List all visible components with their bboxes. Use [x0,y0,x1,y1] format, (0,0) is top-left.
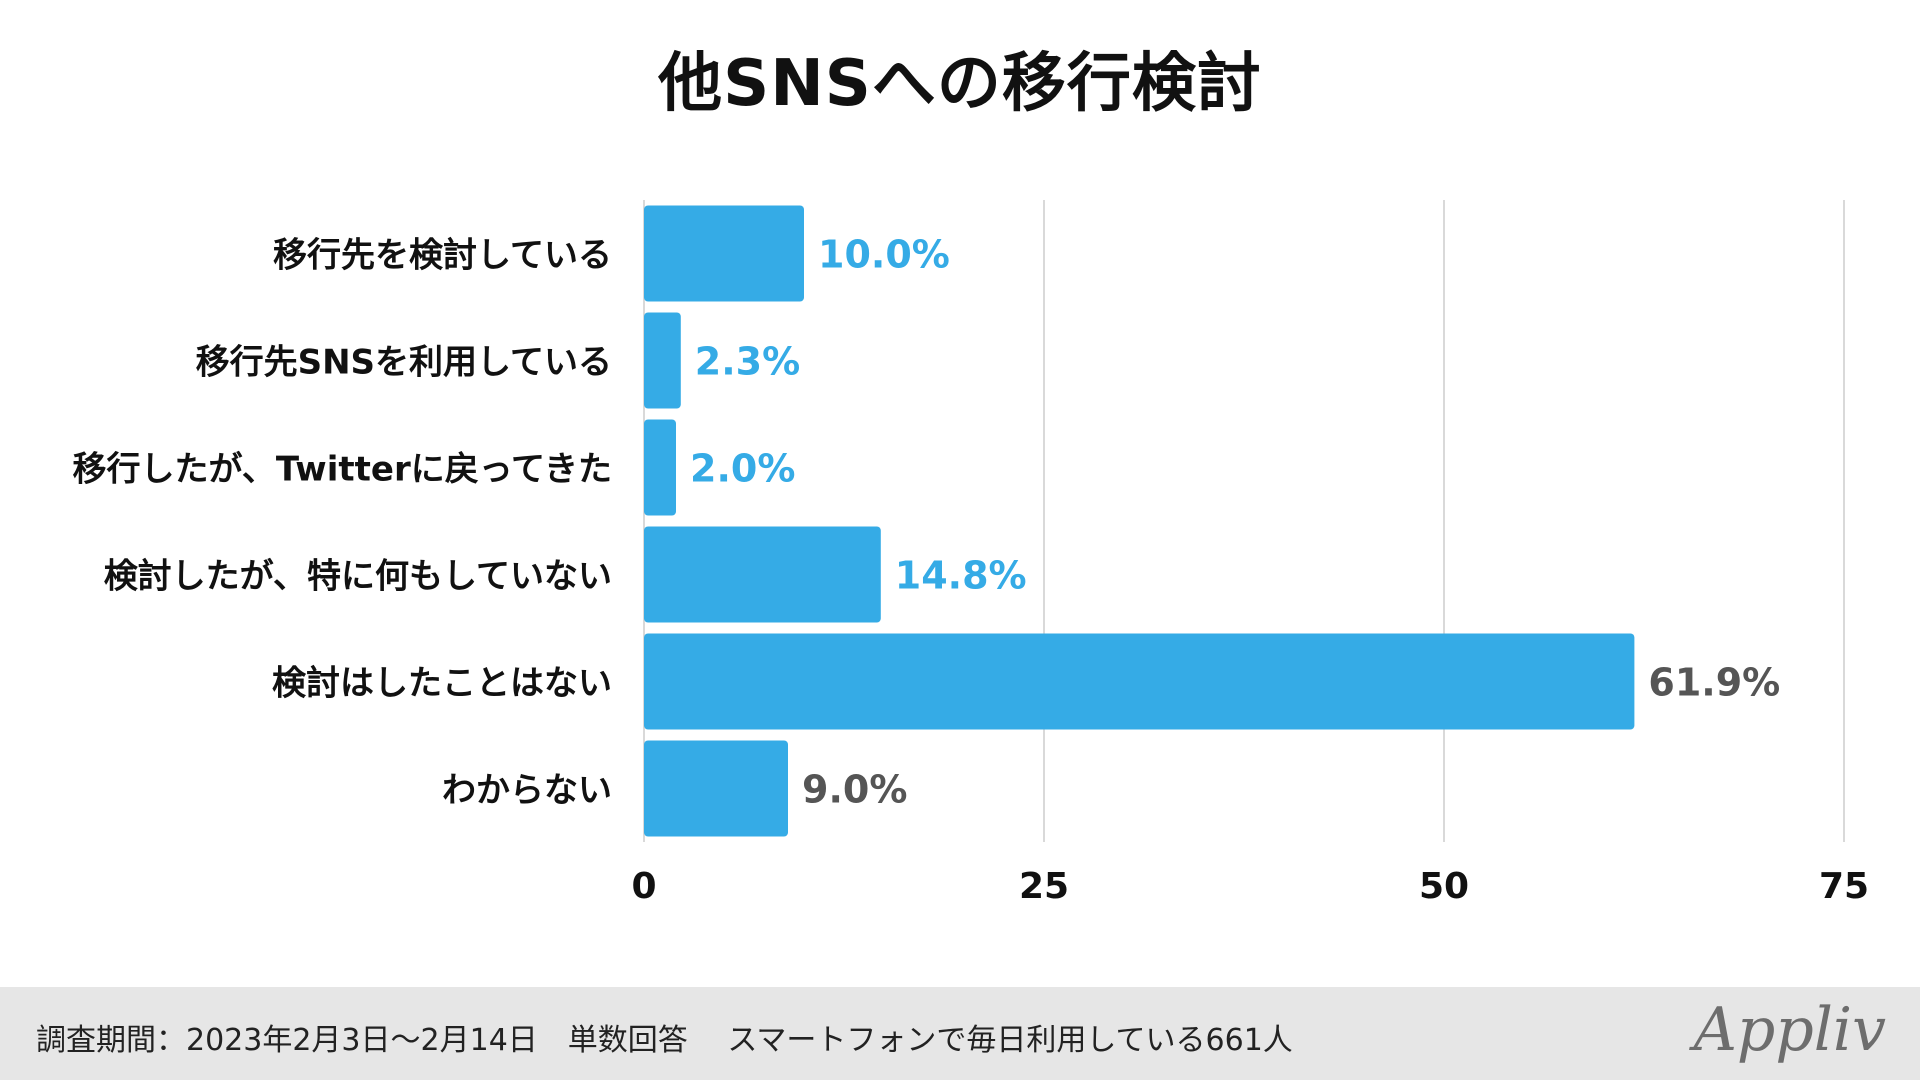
category-label: 移行したが、Twitterに戻ってきた [73,450,612,490]
x-tick-label: 75 [1819,866,1869,907]
bar [644,419,676,516]
category-label: 検討はしたことはない [272,664,612,704]
bar [644,633,1635,730]
x-tick-label: 25 [1019,866,1069,907]
grid-lines [643,200,1845,842]
value-labels: 10.0% 2.3% 2.0% 14.8% 61.9% 9.0% [690,233,1780,812]
bar [644,312,681,409]
category-label: 移行先SNSを利用している [196,343,612,383]
category-label: わからない [442,771,612,811]
value-label: 9.0% [802,768,907,812]
bars [644,205,1635,837]
appliv-logo: Appliv [1693,995,1886,1065]
x-tick-label: 0 [631,866,656,907]
x-tick-label: 50 [1419,866,1469,907]
category-label: 移行先を検討している [273,236,612,276]
bar [644,526,881,623]
bar [644,740,788,837]
value-label: 2.3% [695,340,800,384]
value-label: 61.9% [1648,661,1780,705]
value-label: 14.8% [895,554,1027,598]
footer-bar: 調査期間：2023年2月3日〜2月14日 単数回答 スマートフォンで毎日利用して… [0,987,1920,1080]
survey-note: 調査期間：2023年2月3日〜2月14日 単数回答 スマートフォンで毎日利用して… [36,1023,1293,1058]
bar-chart: 移行先を検討している移行先SNSを利用している移行したが、Twitterに戻って… [73,200,1869,907]
chart-title: 他SNSへの移行検討 [658,47,1262,121]
category-label: 検討したが、特に何もしていない [104,557,612,597]
x-axis-ticks: 0 25 50 75 [631,866,1869,907]
bar [644,205,804,302]
category-labels: 移行先を検討している移行先SNSを利用している移行したが、Twitterに戻って… [73,236,612,811]
value-label: 10.0% [818,233,950,277]
value-label: 2.0% [690,447,795,491]
